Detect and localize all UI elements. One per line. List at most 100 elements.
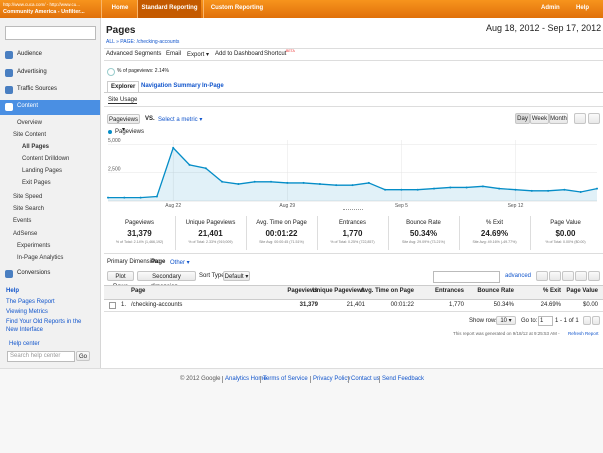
report-tab-label[interactable]: In-Page bbox=[202, 83, 224, 89]
rows-select[interactable]: 10 ▾ bbox=[496, 316, 516, 325]
help-link[interactable]: Find Your Old Reports in the New Interfa… bbox=[6, 319, 82, 333]
nav-tab-label[interactable]: Custom Reporting bbox=[210, 5, 264, 11]
view-button[interactable] bbox=[575, 271, 587, 281]
chart-type-button[interactable] bbox=[574, 113, 586, 124]
metric-name: Avg. Time on Page bbox=[256, 220, 307, 226]
report-tab-label[interactable]: Navigation Summary bbox=[141, 83, 201, 89]
nav-item[interactable]: Traffic Sources bbox=[17, 86, 58, 92]
nav-item[interactable]: Content bbox=[17, 103, 39, 109]
point bbox=[286, 181, 289, 184]
nav-icon bbox=[5, 103, 13, 111]
nav-tab-label[interactable]: Home bbox=[111, 5, 129, 11]
row-checkbox[interactable] bbox=[109, 302, 116, 309]
nav-item[interactable]: Audience bbox=[17, 51, 43, 57]
toolbar-button[interactable]: Email bbox=[166, 51, 182, 57]
metric-value: 24.69% bbox=[480, 229, 509, 238]
breadcrumb[interactable]: ALL » PAGE: /checking-accounts bbox=[106, 39, 180, 45]
report-tab[interactable]: Explorer bbox=[107, 81, 139, 93]
help-link[interactable]: The Pages Report bbox=[6, 299, 55, 305]
footer-link[interactable]: Analytics Home bbox=[225, 376, 267, 382]
page-input[interactable]: 1 bbox=[538, 316, 553, 326]
advanced-link[interactable]: advanced bbox=[505, 273, 532, 279]
point bbox=[335, 184, 338, 187]
content-nav-item[interactable]: Site Speed bbox=[13, 194, 43, 200]
report-tab[interactable]: Navigation Summary bbox=[138, 81, 201, 92]
point bbox=[139, 196, 142, 199]
nav-item[interactable]: Conversions bbox=[17, 270, 51, 276]
column-header[interactable]: Page bbox=[131, 288, 146, 294]
footer-link[interactable]: Send Feedback bbox=[382, 376, 425, 382]
footer-link[interactable]: Terms of Service bbox=[263, 376, 308, 382]
column-header[interactable]: Pageviews bbox=[287, 288, 318, 294]
nav-tab[interactable]: Standard Reporting bbox=[137, 0, 201, 18]
toolbar-button[interactable]: Add to Dashboard bbox=[215, 51, 264, 57]
legend-swatch bbox=[108, 130, 112, 134]
help-link[interactable]: Viewing Metrics bbox=[6, 309, 48, 315]
content-nav-item[interactable]: Site Content bbox=[13, 132, 47, 138]
table-header-bg bbox=[104, 285, 603, 300]
go-button[interactable]: Go bbox=[76, 351, 90, 361]
content-nav-item[interactable]: All Pages bbox=[22, 144, 50, 150]
granularity-button[interactable]: Week bbox=[530, 113, 549, 124]
report-tab-label[interactable]: Explorer bbox=[111, 84, 136, 90]
top-link[interactable]: Admin bbox=[541, 5, 560, 11]
point bbox=[188, 163, 191, 166]
pagination-range: 1 - 1 of 1 bbox=[555, 318, 579, 324]
nav-tab-label[interactable]: Standard Reporting bbox=[141, 5, 198, 11]
metric-value: 21,401 bbox=[198, 229, 223, 238]
top-link[interactable]: Help bbox=[576, 5, 590, 11]
table-button[interactable]: Secondary dimension ▾ bbox=[137, 271, 196, 290]
section-rule bbox=[104, 253, 603, 254]
content-nav-item[interactable]: Experiments bbox=[17, 243, 51, 249]
nav-item[interactable]: Advertising bbox=[17, 69, 47, 75]
content-nav-item[interactable]: Content Drilldown bbox=[22, 156, 70, 162]
page-nav-button[interactable] bbox=[592, 316, 600, 325]
view-button[interactable] bbox=[549, 271, 561, 281]
column-header[interactable]: Unique Pageviews bbox=[312, 288, 365, 294]
content-nav-item[interactable]: Site Search bbox=[13, 206, 45, 212]
column-header[interactable]: % Exit bbox=[542, 288, 561, 294]
refresh-link[interactable]: Refresh Report bbox=[568, 331, 599, 336]
table-button[interactable]: Default ▾ bbox=[223, 271, 250, 281]
point bbox=[123, 196, 126, 199]
column-header[interactable]: Bounce Rate bbox=[477, 288, 514, 294]
toolbar-button[interactable]: Shortcut bbox=[264, 51, 287, 57]
footer-link[interactable]: Contact us bbox=[351, 376, 380, 382]
dimension-other[interactable]: Other ▾ bbox=[170, 260, 190, 266]
column-header[interactable]: Avg. Time on Page bbox=[360, 288, 414, 294]
help-center-link[interactable]: Help center bbox=[9, 341, 40, 347]
view-button[interactable] bbox=[536, 271, 548, 281]
report-tab[interactable]: In-Page bbox=[199, 81, 227, 92]
content-nav-item[interactable]: AdSense bbox=[13, 231, 38, 237]
footer-link[interactable]: Privacy Policy bbox=[313, 376, 351, 382]
date-range[interactable]: Aug 18, 2012 - Sep 17, 2012 bbox=[486, 23, 602, 33]
content-nav-item[interactable]: In-Page Analytics bbox=[17, 255, 64, 261]
content-nav-item[interactable]: Landing Pages bbox=[22, 168, 63, 174]
column-header[interactable]: Entrances bbox=[434, 288, 464, 294]
subtab[interactable]: Site Usage bbox=[108, 97, 138, 104]
point bbox=[204, 167, 207, 170]
chart-type-button[interactable] bbox=[588, 113, 600, 124]
table-cell: 50.34% bbox=[493, 302, 514, 308]
help-search[interactable]: Search help center bbox=[7, 351, 75, 362]
table-search[interactable] bbox=[433, 271, 500, 283]
content-nav-item[interactable]: Events bbox=[13, 218, 32, 224]
toolbar-button[interactable]: Advanced Segments bbox=[106, 51, 162, 57]
view-button[interactable] bbox=[562, 271, 574, 281]
view-button[interactable] bbox=[588, 271, 600, 281]
content-nav-item[interactable]: Exit Pages bbox=[22, 180, 51, 186]
content-nav-item[interactable]: Overview bbox=[17, 120, 43, 126]
page-nav-button[interactable] bbox=[583, 316, 591, 325]
column-header[interactable]: Page Value bbox=[566, 288, 598, 294]
sidebar-search[interactable] bbox=[5, 26, 96, 40]
granularity-button[interactable]: Month bbox=[549, 113, 568, 124]
table-cell[interactable]: /checking-accounts bbox=[131, 302, 183, 308]
nav-tab[interactable]: Custom Reporting bbox=[203, 0, 270, 18]
nav-tab[interactable]: Home bbox=[101, 0, 138, 18]
metric-select[interactable]: Pageviews ▾ bbox=[107, 114, 140, 133]
table-button[interactable]: Plot Rows bbox=[107, 271, 134, 290]
compare-metric[interactable]: Select a metric ▾ bbox=[158, 117, 203, 123]
toolbar-button[interactable]: Export ▾ bbox=[187, 52, 210, 58]
granularity-button[interactable]: Day bbox=[515, 113, 530, 124]
